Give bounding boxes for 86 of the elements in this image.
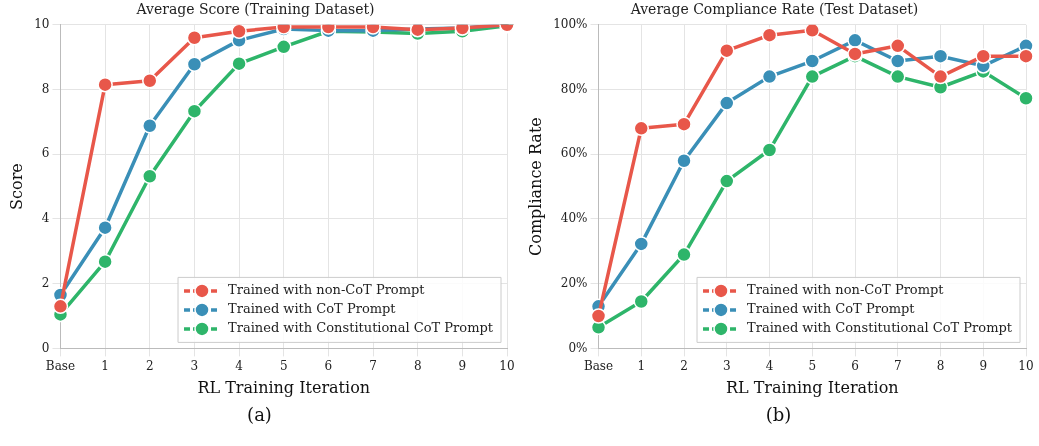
x-tick-label: 3 [722, 358, 731, 373]
point [890, 53, 906, 69]
point [890, 68, 906, 85]
legend-label: Trained with CoT Prompt [228, 301, 397, 317]
point [804, 68, 820, 85]
legend-label: Trained with Constitutional CoT Prompt [228, 320, 494, 336]
x-axis-title: RL Training Iteration [197, 377, 371, 397]
x-tick-label: 9 [979, 358, 988, 373]
y-tick-label: 10 [34, 16, 50, 31]
legend-label: Trained with non-CoT Prompt [747, 282, 945, 298]
point [142, 73, 158, 89]
point [97, 253, 113, 270]
x-tick-label: 2 [145, 358, 154, 373]
point [142, 168, 158, 184]
point [932, 48, 949, 64]
x-tick-label: 7 [369, 358, 377, 373]
y-tick-label: 4 [41, 211, 50, 226]
point [633, 236, 650, 252]
point [761, 27, 778, 43]
point [804, 53, 820, 69]
point [97, 219, 113, 236]
x-tick-label: 7 [893, 358, 902, 373]
x-tick-label: 10 [499, 358, 515, 373]
y-tick-label: 20% [560, 275, 588, 290]
x-tick-label: 3 [190, 358, 199, 373]
legend-label: Trained with Constitutional CoT Prompt [747, 320, 1013, 336]
text: (b) [764, 404, 793, 425]
point [676, 152, 692, 169]
chart-title: Average Score (Training Dataset) [135, 1, 375, 18]
text: (a) [246, 404, 273, 425]
y-axis-title: Compliance Rate [525, 117, 545, 256]
point [633, 293, 650, 310]
y-tick-label: 2 [41, 275, 50, 290]
legend-label: Trained with CoT Prompt [747, 301, 916, 317]
x-tick-label: 4 [765, 358, 774, 373]
x-tick-label: 8 [413, 358, 422, 373]
point [761, 68, 778, 85]
point [719, 42, 735, 59]
x-tick-label: 5 [808, 358, 817, 373]
point [890, 38, 906, 54]
point [932, 68, 949, 85]
point [676, 116, 692, 132]
point [847, 32, 863, 49]
y-tick-label: 8 [41, 81, 50, 96]
point [633, 120, 650, 137]
y-tick-label: 40% [560, 211, 588, 226]
x-tick-label: 5 [279, 358, 288, 373]
x-tick-label: 9 [458, 358, 467, 373]
legend-label: Trained with non-CoT Prompt [228, 282, 426, 298]
point [97, 76, 113, 93]
x-tick-label: 2 [680, 358, 688, 373]
point [52, 298, 69, 315]
point [186, 56, 203, 73]
x-tick-label: 1 [101, 358, 109, 373]
y-tick-label: 60% [560, 146, 588, 161]
point [719, 173, 735, 189]
point [142, 118, 158, 134]
x-tick-label: 6 [851, 358, 859, 373]
y-tick-label: 0 [41, 340, 50, 355]
x-tick-label: Base [45, 358, 76, 373]
x-tick-label: 1 [637, 358, 646, 373]
x-tick-label: 4 [235, 358, 244, 373]
y-tick-label: 80% [560, 81, 588, 96]
point [186, 103, 203, 119]
x-tick-label: Base [583, 358, 614, 373]
point [975, 48, 991, 64]
x-tick-label: 6 [324, 358, 333, 373]
x-axis-title: RL Training Iteration [725, 377, 899, 397]
point [231, 24, 247, 40]
point [1018, 48, 1034, 64]
point [761, 142, 778, 158]
chart-title: Average Compliance Rate (Test Dataset) [629, 1, 919, 18]
x-tick-label: 10 [1018, 358, 1034, 373]
point [590, 308, 607, 324]
y-tick-label: 100% [553, 16, 588, 31]
point [186, 29, 203, 46]
y-tick-label: 6 [41, 146, 50, 161]
point [719, 95, 735, 111]
point [804, 24, 820, 39]
y-tick-label: 0% [568, 340, 588, 355]
point [676, 246, 692, 263]
point [1018, 90, 1034, 107]
point [275, 39, 292, 55]
y-axis-title: Score [6, 163, 26, 210]
point [231, 55, 247, 72]
x-tick-label: 8 [936, 358, 945, 373]
